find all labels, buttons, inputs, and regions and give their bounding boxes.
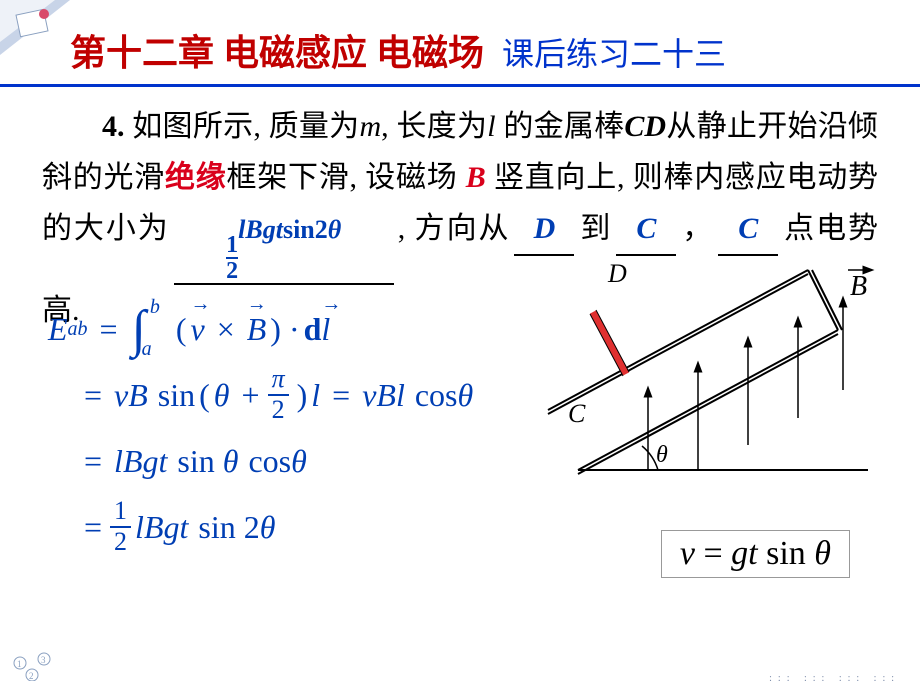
answer-emf: 12lBgtsin2θ [174,203,394,285]
integral-icon: ∫ba [132,300,146,359]
footer-decoration: 1 3 2 [10,651,70,686]
label-theta: θ [656,442,668,468]
svg-text:2: 2 [29,671,34,681]
svg-text:3: 3 [41,655,46,665]
slide-footer: 1 3 2 ::: ::: ::: ::: [0,652,920,690]
inclined-frame-diagram: D C B θ [538,240,878,510]
footer-dots: ::: ::: ::: ::: [769,673,900,684]
velocity-equation: v = gt sin θ [661,530,850,578]
math-line-3: = lBgt sin θ cosθ [48,432,473,490]
math-line-1: Eab = ∫ba (v × B)·dl [48,300,473,358]
chapter-title: 第十二章 电磁感应 电磁场 [70,24,484,76]
problem-number: 4. [102,110,125,143]
title-bar: 第十二章 电磁感应 电磁场 课后练习二十三 [0,0,920,87]
label-D: D [607,259,627,288]
svg-text:1: 1 [17,659,22,669]
math-line-4: = 12 lBgt sin 2θ [48,498,473,556]
label-B: B [850,271,867,302]
corner-decoration [0,0,100,70]
derivation: Eab = ∫ba (v × B)·dl = vB sin(θ + π2)l =… [48,300,473,564]
math-line-2: = vB sin(θ + π2)l = vBl cosθ [48,366,473,424]
exercise-subtitle: 课后练习二十三 [502,29,726,75]
insulated-word: 绝缘 [165,161,227,194]
label-C: C [568,399,586,428]
